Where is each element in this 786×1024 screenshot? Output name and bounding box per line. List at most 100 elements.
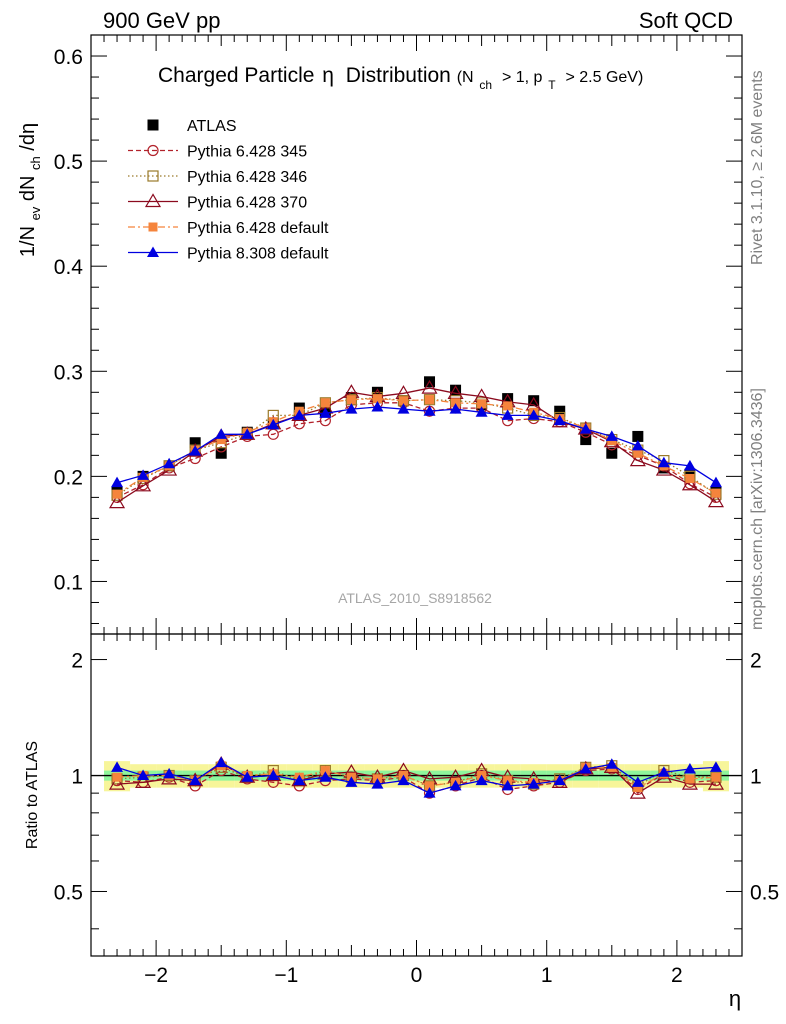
ratio-point [423,787,436,798]
title-cut-end: > 2.5 GeV) [565,69,643,86]
ratio-y-tick-label-left: 2 [71,650,83,673]
legend: ATLAS Pythia 6.428 345 Pythia 6.428 346 Pyt… [128,118,329,263]
series-5 [111,401,722,488]
data-point [423,394,436,406]
ratio-point [475,774,488,786]
main-y-tick-label: 0.4 [54,256,84,279]
data-point [503,401,513,411]
data-point [631,439,644,451]
data-point [450,384,462,396]
legend-entry: Pythia 6.428 370 [128,193,307,212]
data-point [709,476,722,488]
data-point [632,430,644,442]
data-point [137,469,150,480]
ratio-point [631,776,644,787]
title-cut-sub1: ch [479,78,492,92]
title-cut-open: (N [457,69,474,86]
data-point [657,456,670,468]
ratio-point [135,774,152,788]
ratio-point [293,774,306,786]
legend-label: Pythia 6.428 370 [187,195,307,212]
ratio-point [685,774,695,784]
data-point [320,398,330,408]
x-tick-label: −2 [144,964,168,987]
main-panel: 0.1 0.2 0.3 0.4 0.5 0.6 Charged Particle η Di… [17,34,743,635]
ratio-point [215,756,228,768]
data-point [163,457,176,469]
main-y-axis-label: 1/N ev dN ch /dη [17,123,45,257]
data-point [111,476,124,488]
title-cut-sub2: T [548,78,556,92]
ratio-point [241,771,254,782]
ratio-point [163,767,176,779]
data-point [135,477,152,492]
watermark: ATLAS_2010_S8918562 [338,590,492,606]
ratio-series-group [108,756,725,799]
mcplots-label: mcplots.cern.ch [arXiv:1306.3436] [749,388,766,630]
legend-label: Pythia 6.428 default [187,220,329,237]
ratio-point [137,769,150,781]
data-point [475,406,488,417]
data-point [477,399,487,409]
data-point [681,476,698,491]
data-point [579,423,592,434]
x-tick-label: 1 [541,964,553,987]
title-main: Charged Particle [158,64,314,87]
x-tick-label: 2 [671,964,683,987]
series-1 [111,397,722,503]
ylabel-b-sub: ch [28,156,43,170]
x-axis-label: η [729,986,741,1011]
title-cut-mid: > 1, p [502,69,543,86]
ratio-point [267,769,280,781]
ratio-point [108,775,126,790]
data-point [501,409,514,420]
data-point [633,448,643,458]
data-point [112,489,122,499]
ratio-y-tick-label-right: 1 [750,766,762,789]
ratio-y-tick-label-right: 2 [750,650,762,673]
data-point [346,395,356,405]
series-line [116,396,717,496]
ratio-point [553,774,566,786]
ratio-point [711,772,721,782]
ratio-point [397,774,410,786]
title-eta: η [322,64,334,87]
legend-label: Pythia 6.428 345 [187,144,307,161]
main-y-tick-label: 0.5 [54,151,83,174]
rivet-version-label: Rivet 3.1.10, ≥ 2.6M events [749,70,766,265]
main-axis-ticks: 0.1 0.2 0.3 0.4 0.5 0.6 [54,34,743,634]
ratio-point [707,775,725,790]
data-point [451,398,461,408]
ratio-point [320,766,330,776]
data-point [397,403,410,414]
ylabel-a: 1/N [17,226,39,257]
legend-label: Pythia 8.308 default [187,246,329,263]
ratio-series-4 [111,756,722,798]
data-point [707,493,725,508]
legend-entry: Pythia 6.428 346 [128,169,307,186]
data-point [421,379,438,394]
series-0 [111,376,722,498]
ratio-point [425,781,435,791]
ratio-point [319,771,332,782]
data-point [580,434,592,446]
ratio-point [501,779,514,791]
data-point [108,494,126,509]
ratio-point [189,774,202,786]
data-point [425,395,435,405]
ratio-point [579,762,592,774]
ratio-point [683,762,696,774]
legend-marker [147,119,159,131]
ratio-point [112,772,122,782]
data-point [319,407,332,418]
data-point [528,395,540,407]
ylabel-c: /dη [17,123,39,151]
data-point [215,447,227,459]
data-point [267,418,280,430]
legend-marker [147,170,159,182]
data-point [605,430,618,441]
ylabel-b: dN [17,176,39,202]
ylabel-a-sub: ev [28,206,43,220]
chart-title: Charged Particle η Distribution (N ch > … [158,64,643,94]
